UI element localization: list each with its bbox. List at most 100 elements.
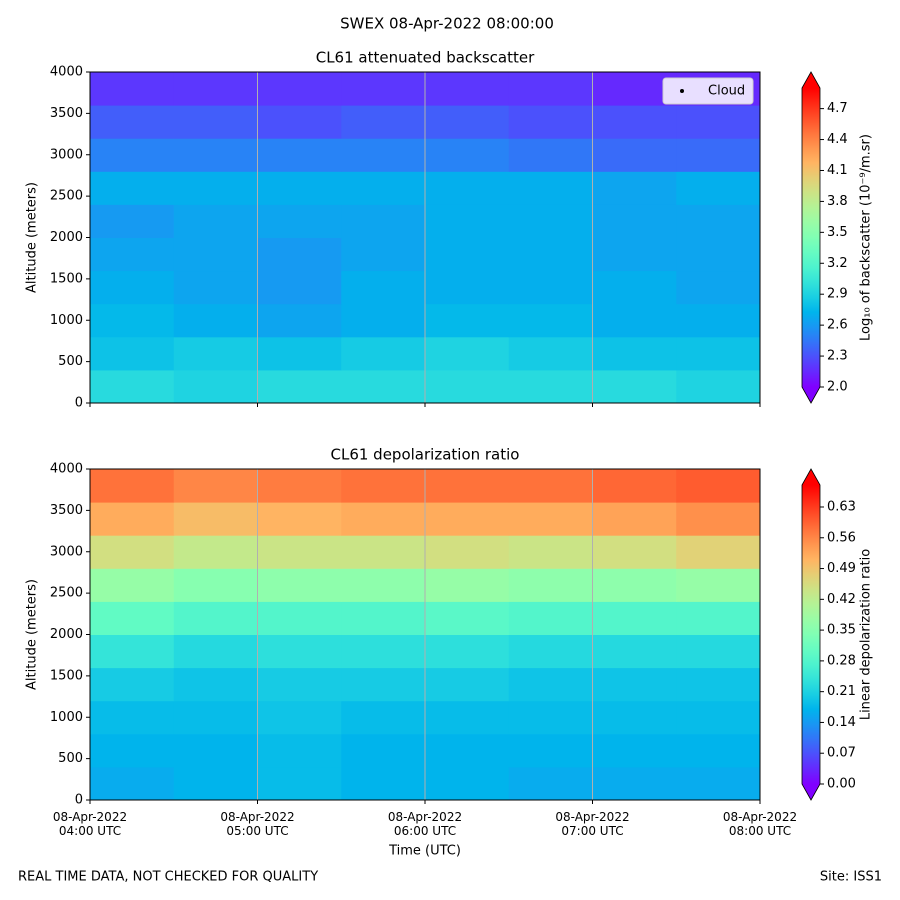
colorbar-tick-label: 4.7 [827, 101, 848, 116]
heat-cell [173, 270, 258, 305]
heat-cell [341, 469, 426, 503]
heat-cell [425, 171, 510, 205]
colorbar-tick-label: 3.5 [827, 225, 848, 240]
y-tick-label: 3000 [50, 147, 83, 162]
heat-cell [341, 634, 426, 669]
y-axis-label: Altitude (meters) [25, 182, 40, 293]
heat-cell [90, 138, 175, 172]
heat-cell [173, 700, 258, 735]
heat-cell [257, 270, 342, 305]
y-tick-label: 1500 [50, 271, 83, 286]
y-tick-label: 2500 [50, 189, 83, 204]
heat-cell [173, 601, 258, 635]
y-tick-label: 0 [75, 396, 83, 411]
heat-cell [425, 237, 510, 272]
heat-cell [425, 634, 510, 669]
colorbar-frame [801, 468, 821, 801]
heat-cell [592, 766, 677, 801]
heat-cell [592, 535, 677, 569]
heat-cell [90, 270, 175, 305]
site-label: Site: ISS1 [820, 870, 882, 885]
colorbar-tick-label: 0.28 [827, 653, 856, 668]
y-tick-label: 4000 [50, 65, 83, 80]
heat-cell [676, 336, 761, 371]
heat-cell [173, 733, 258, 768]
heat-cell [173, 138, 258, 172]
heat-cell [508, 105, 593, 139]
heat-cell [341, 766, 426, 801]
heat-cell [508, 766, 593, 801]
heat-cell [257, 601, 342, 635]
heat-cell [425, 369, 510, 404]
heat-cell [592, 237, 677, 272]
y-tick-label: 1000 [50, 313, 83, 328]
heat-cell [676, 634, 761, 669]
colorbar-tick-label: 2.3 [827, 349, 848, 364]
heat-cell [257, 502, 342, 536]
colorbar-tick-label: 2.0 [827, 380, 848, 395]
heat-cell [90, 733, 175, 768]
legend-label: Cloud [708, 84, 745, 99]
heat-cell [173, 568, 258, 602]
heat-cell [173, 766, 258, 801]
heat-cell [90, 469, 175, 503]
heat-cell [257, 535, 342, 569]
colorbar-extend-max [802, 72, 820, 88]
heat-cell [676, 138, 761, 172]
heat-cell [90, 72, 175, 106]
heat-cell [257, 469, 342, 503]
heat-cell [592, 369, 677, 404]
heat-cell [341, 171, 426, 205]
heat-cell [592, 303, 677, 338]
heat-cell [425, 204, 510, 238]
colorbar-tick-label: 0.42 [827, 592, 856, 607]
heat-cell [257, 667, 342, 702]
heat-cell [257, 568, 342, 602]
heat-cell [257, 105, 342, 139]
heat-cell [425, 766, 510, 801]
heat-cell [90, 369, 175, 404]
heat-cell [508, 72, 593, 106]
heat-cell [173, 303, 258, 338]
heat-cell [341, 700, 426, 735]
colorbar-extend-max [802, 469, 820, 485]
heat-cell [676, 700, 761, 735]
heat-cell [90, 700, 175, 735]
heat-cell [257, 733, 342, 768]
heat-cell [173, 204, 258, 238]
heat-cell [508, 336, 593, 371]
y-tick-label: 1000 [50, 710, 83, 725]
heat-cell [508, 667, 593, 702]
heat-cell [341, 369, 426, 404]
colorbar-tick-label: 0.07 [827, 746, 856, 761]
heat-cell [592, 568, 677, 602]
y-tick-label: 2000 [50, 627, 83, 642]
colorbar-tick-label: 0.49 [827, 561, 856, 576]
colorbar-extend-min [802, 387, 820, 403]
x-tick-label: 08-Apr-2022 06:00 UTC [388, 810, 462, 838]
heat-cell [508, 369, 593, 404]
heat-cell [90, 634, 175, 669]
heat-cell [425, 336, 510, 371]
legend-marker [680, 89, 684, 93]
colorbar-tick-label: 0.35 [827, 623, 856, 638]
heat-cell [257, 138, 342, 172]
colorbar-tick-label: 0.00 [827, 777, 856, 792]
colorbar-tick-label: 2.9 [827, 287, 848, 302]
heat-cell [257, 634, 342, 669]
heat-cell [508, 237, 593, 272]
heat-cell [508, 502, 593, 536]
colorbar-tick-label: 3.8 [827, 194, 848, 209]
heat-cell [173, 72, 258, 106]
x-axis-label: Time (UTC) [388, 844, 461, 859]
heat-cell [676, 237, 761, 272]
y-tick-label: 3500 [50, 503, 83, 518]
colorbar-label: Linear depolarization ratio [859, 549, 874, 720]
heat-cell [90, 766, 175, 801]
heat-cell [592, 667, 677, 702]
heat-cell [425, 502, 510, 536]
heat-cell [676, 204, 761, 238]
heat-cell [592, 634, 677, 669]
heat-cell [592, 469, 677, 503]
heat-cell [173, 469, 258, 503]
